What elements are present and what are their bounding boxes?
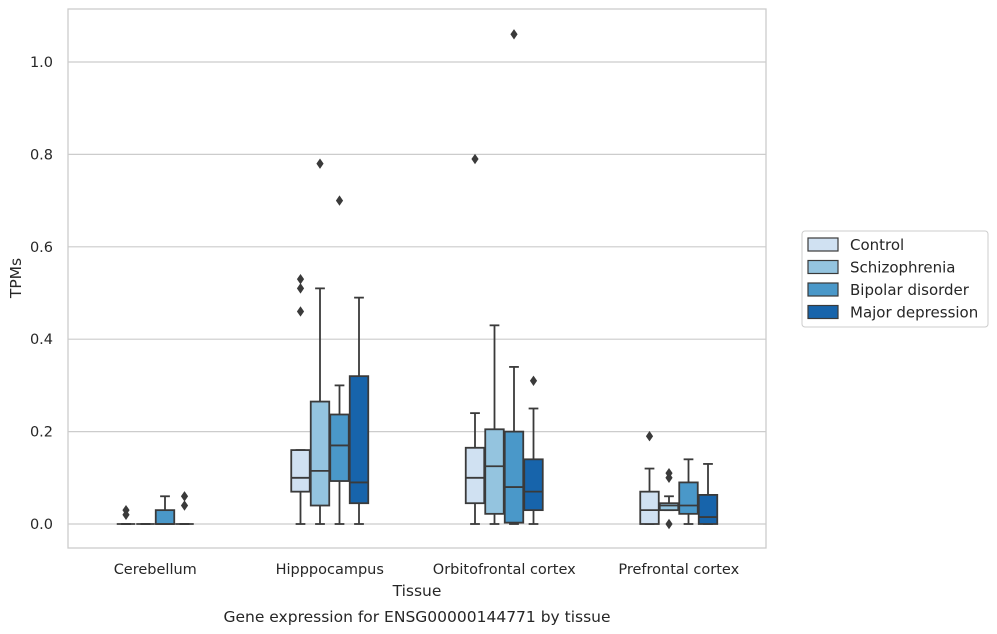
box-iqr (290, 449, 311, 493)
x-tick-labels: Cerebellum Hipppocampus Orbitofrontal cort… (114, 562, 740, 578)
box-iqr (658, 502, 680, 512)
box-bipolar-disorder (329, 195, 350, 525)
outlier-point (510, 29, 518, 40)
y-tick-label: 0.6 (30, 240, 53, 256)
box-control (116, 504, 136, 525)
box-major-depression (348, 296, 370, 525)
y-axis-label: TPMs (7, 258, 25, 299)
x-tick-label: Orbitofrontal cortex (433, 562, 576, 578)
y-tick-label: 0.0 (30, 517, 53, 533)
box-iqr (678, 481, 699, 515)
outlier-point (296, 283, 305, 294)
x-tick-label: Prefrontal cortex (618, 562, 739, 578)
y-tick-labels: 0.0 0.2 0.4 0.6 0.8 1.0 (30, 55, 53, 533)
box-control (464, 153, 486, 525)
box-series-group (116, 29, 719, 530)
box-iqr (348, 375, 370, 505)
box-major-depression (523, 375, 544, 525)
outlier-point (296, 306, 305, 317)
box-iqr (484, 428, 505, 515)
y-tick-label: 0.8 (30, 147, 53, 163)
legend-label: Major depression (850, 304, 978, 322)
outlier-point (180, 491, 189, 502)
box-schizophrenia (309, 158, 331, 525)
outlier-point (122, 504, 130, 516)
legend-frame (801, 230, 989, 328)
box-major-depression (175, 491, 194, 525)
outlier-point (471, 153, 479, 165)
box-schizophrenia (658, 467, 680, 530)
box-iqr (697, 493, 719, 525)
outlier-point (296, 273, 305, 285)
x-tick-label: Cerebellum (114, 562, 197, 578)
box-iqr (523, 458, 544, 512)
box-iqr (329, 413, 350, 482)
plot-frame (67, 8, 767, 549)
box-bipolar-disorder (503, 29, 525, 525)
legend-label: Control (850, 236, 904, 254)
legend-swatch (807, 282, 839, 297)
figure-caption: Gene expression for ENSG00000144771 by t… (223, 608, 610, 626)
outlier-point (335, 195, 344, 206)
x-tick-label: Hipppocampus (276, 562, 384, 578)
legend-label: Bipolar disorder (850, 281, 970, 299)
y-tick-label: 0.2 (30, 425, 53, 441)
y-tick-label: 0.4 (30, 332, 53, 348)
legend-label: Schizophrenia (850, 259, 955, 277)
legend-swatch (807, 237, 839, 252)
box-major-depression (697, 463, 719, 525)
outlier-point (316, 158, 324, 169)
legend: Control Schizophrenia Bipolar disorder Majo… (801, 230, 989, 328)
box-iqr (309, 400, 331, 507)
outlier-point (665, 518, 673, 530)
box-iqr (464, 446, 486, 505)
outlier-point (665, 467, 673, 479)
box-bipolar-disorder (678, 458, 699, 525)
legend-swatch (807, 259, 839, 275)
box-iqr (639, 490, 660, 525)
box-bipolar-disorder (154, 495, 176, 525)
x-axis-label: Tissue (392, 582, 442, 600)
box-control (290, 273, 311, 525)
outlier-point (180, 500, 189, 511)
outlier-point (645, 431, 654, 442)
box-schizophrenia (484, 324, 505, 525)
box-control (639, 431, 660, 525)
box-iqr (503, 430, 525, 524)
box-iqr (154, 509, 176, 525)
y-tick-label: 1.0 (30, 55, 53, 71)
legend-items: Control Schizophrenia Bipolar disorder Majo… (807, 236, 978, 322)
outlier-point (529, 375, 538, 386)
legend-swatch (807, 304, 839, 320)
